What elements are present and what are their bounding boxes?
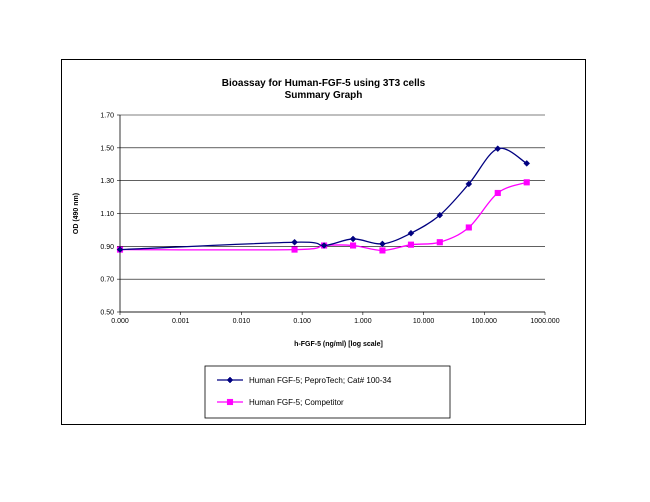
data-point: [494, 189, 501, 197]
legend-label: Human FGF-5; Competitor: [249, 398, 344, 407]
legend-item: Human FGF-5; PeproTech; Cat# 100-34: [217, 376, 392, 385]
data-point: [407, 229, 415, 237]
series-line: [119, 147, 528, 251]
y-tick-label: 1.30: [100, 178, 114, 185]
data-point: [407, 241, 415, 248]
data-point: [379, 247, 386, 254]
chart-subtitle: Summary Graph: [284, 90, 363, 101]
data-point: [320, 242, 328, 249]
data-point: [494, 145, 502, 153]
data-point: [523, 179, 530, 186]
data-point: [465, 224, 472, 231]
series-1: [116, 145, 531, 253]
data-point: [350, 242, 357, 249]
x-tick-label: 0.010: [233, 318, 251, 325]
legend: Human FGF-5; PeproTech; Cat# 100-34 Human…: [204, 365, 451, 419]
data-point: [379, 240, 386, 248]
chart-frame: [61, 59, 586, 425]
x-tick-label: 0.100: [293, 318, 311, 325]
series-line: [119, 181, 527, 252]
chart-title: Bioassay for Human-FGF-5 using 3T3 cells: [221, 78, 426, 89]
data-point: [291, 238, 298, 246]
y-axis-label: OD (490 nm): [73, 193, 80, 234]
y-tick-label: 0.50: [100, 310, 114, 317]
x-tick-label: 0.001: [172, 318, 190, 325]
legend-swatch-marker: [226, 398, 234, 406]
tick-label-layer: 0.50 0.70 0.90 1.10 1.30 1.50 1.70 0.000 0.001 0.…: [100, 113, 559, 326]
legend-box: [204, 365, 451, 419]
legend-swatch-marker: [226, 376, 234, 384]
data-point: [291, 246, 298, 253]
x-tick-label: 0.000: [111, 318, 129, 325]
y-tick-label: 1.10: [100, 211, 114, 218]
data-point: [436, 211, 444, 219]
data-point: [349, 235, 357, 243]
x-tick-label: 1000.000: [530, 318, 559, 325]
legend-items: Human FGF-5; PeproTech; Cat# 100-34 Human…: [217, 376, 392, 407]
data-point: [523, 160, 531, 167]
series-2: [116, 179, 530, 254]
x-tick-label: 100.000: [472, 318, 497, 325]
y-tick-label: 1.70: [100, 113, 114, 120]
legend-item: Human FGF-5; Competitor: [217, 398, 344, 407]
y-tick-label: 1.50: [100, 145, 114, 152]
series-layer: [116, 145, 531, 254]
legend-label: Human FGF-5; PeproTech; Cat# 100-34: [249, 376, 392, 385]
x-tick-label: 1.000: [354, 318, 372, 325]
axis-layer: [117, 114, 546, 315]
data-point: [116, 246, 124, 253]
data-point: [465, 180, 473, 188]
x-tick-label: 10.000: [413, 318, 435, 325]
data-point: [436, 239, 443, 246]
y-tick-label: 0.90: [100, 244, 114, 251]
y-tick-label: 0.70: [100, 277, 114, 284]
x-axis-label: h-FGF-5 (ng/ml) [log scale]: [294, 341, 383, 348]
